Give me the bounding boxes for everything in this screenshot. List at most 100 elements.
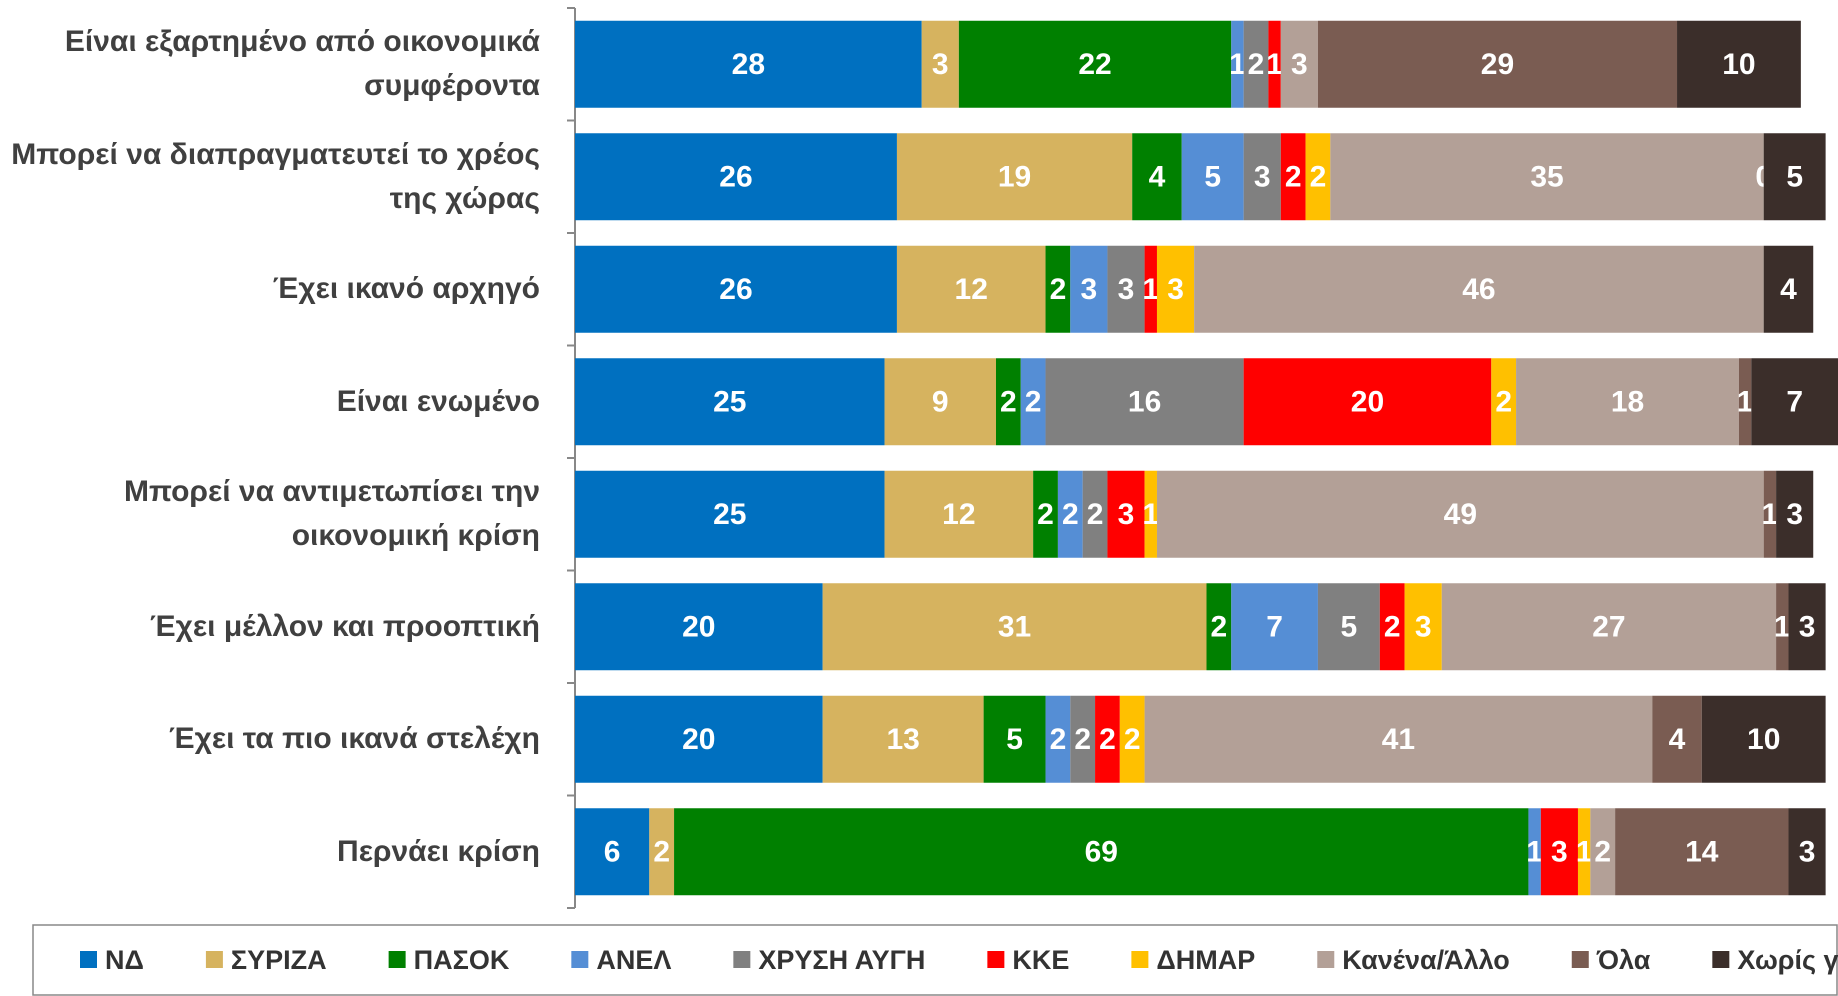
bar-segment [674,808,1529,896]
value-label: 41 [1382,723,1415,756]
bar-segment [1763,245,1814,333]
value-label: 3 [1167,273,1184,306]
legend-label: ΠΑΣΟΚ [414,945,510,975]
value-label: 2 [1310,160,1327,193]
category-label: Περνάει κρίση [0,796,540,909]
legend-label: Κανένα/Άλλο [1342,945,1509,975]
bar-segment [1280,20,1318,108]
value-label: 2 [1285,160,1302,193]
bar-segment [1441,583,1777,671]
value-label: 2 [1099,723,1116,756]
bar-segment [1317,20,1678,108]
bar-segment [1231,20,1244,108]
value-label: 2 [1087,498,1104,531]
value-label: 10 [1722,48,1755,81]
bar-segment [1181,133,1244,221]
bar-segment [1231,583,1318,671]
bar-segment [1206,583,1232,671]
category-text: Μπορεί να αντιμετωπίσει την οικονομική κ… [123,475,540,553]
value-label: 20 [682,723,715,756]
bar-segment [1070,245,1108,333]
value-label: 5 [1341,610,1358,643]
legend-label: ΣΥΡΙΖΑ [231,945,327,975]
bar-segment [1330,133,1764,221]
bar-segment [1738,358,1752,446]
legend-label: ΑΝΕΛ [596,945,671,975]
bar-segment [575,808,650,896]
legend-swatch [571,951,589,968]
value-label: 3 [1786,498,1803,531]
bar-segment [649,808,675,896]
value-label: 69 [1085,835,1118,868]
value-label: 7 [1786,385,1803,418]
bar-segment [1677,20,1801,108]
bar-segment [1070,695,1096,783]
bar-segment [1045,358,1244,446]
bar-segment [1243,20,1269,108]
value-label: 2 [1594,835,1611,868]
bar-segment [1652,695,1702,783]
bar-segment [1788,583,1826,671]
bar-segment [1144,470,1157,558]
value-label: 19 [998,160,1031,193]
bar-segment [1082,470,1108,558]
bar-segment [1280,133,1306,221]
category-text: Μπορεί να διαπραγματευτεί το χρέος της χ… [11,137,540,215]
legend-label: Όλα [1596,945,1651,975]
value-label: 35 [1530,160,1563,193]
bar-segment [575,245,897,333]
value-label: 49 [1444,498,1477,531]
value-label: 31 [998,610,1031,643]
value-label: 3 [1799,835,1816,868]
legend-swatch [1131,951,1149,968]
bar-segment [1119,695,1145,783]
value-label: 3 [1291,48,1308,81]
bar-segment [996,358,1021,446]
value-label: 20 [682,610,715,643]
bar-segment [896,245,1046,333]
legend-label: ΧΡΥΣΗ ΑΥΓΗ [758,945,925,975]
value-label: 2 [1124,723,1141,756]
value-label: 46 [1462,273,1495,306]
legend-swatch [1571,951,1589,968]
bar-segment [1156,245,1195,333]
value-label: 9 [932,385,949,418]
bar-segment [575,358,885,446]
value-label: 1 [1762,498,1779,531]
bar-segment [575,20,922,108]
bar-segment [1379,583,1405,671]
bar-segment [1528,808,1541,896]
bar-segment [1243,133,1281,221]
bar-segment [1033,470,1058,558]
value-label: 2 [653,835,670,868]
value-label: 3 [1254,160,1271,193]
bar-segment [1776,470,1814,558]
value-label: 2 [1025,385,1042,418]
category-label: Έχει τα πιο ικανά στελέχη [0,683,540,796]
value-label: 1 [1737,385,1754,418]
value-label: 6 [604,835,621,868]
category-text: Έχει ικανό αρχηγό [272,272,540,306]
bar-segment [1095,695,1120,783]
category-label: Μπορεί να αντιμετωπίσει την οικονομική κ… [0,458,540,571]
bar-segment [1776,583,1789,671]
value-label: 26 [719,160,752,193]
value-label: 5 [1204,160,1221,193]
bar-segment [1194,245,1764,333]
bar-segment [1144,245,1157,333]
value-label: 3 [932,48,949,81]
bar-segment [1132,133,1182,221]
category-text: Έχει τα πιο ικανά στελέχη [168,722,540,756]
value-label: 26 [719,273,752,306]
value-label: 2 [1384,610,1401,643]
legend-label: ΚΚΕ [1012,945,1069,975]
legend-swatch [987,951,1005,968]
bar-segment [575,695,823,783]
bar-segment [1701,695,1826,783]
bar-segment [575,133,897,221]
value-label: 10 [1747,723,1780,756]
value-label: 7 [1266,610,1283,643]
bar-segment [1057,470,1083,558]
value-label: 1 [1576,835,1593,868]
